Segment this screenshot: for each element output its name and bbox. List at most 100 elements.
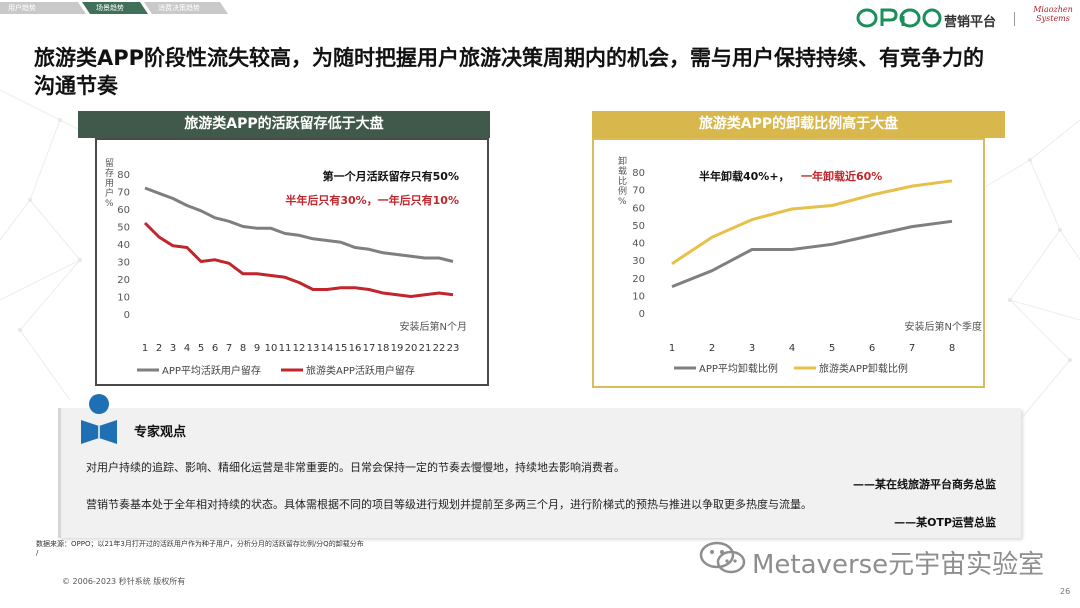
series-1-point (242, 225, 245, 228)
chart-annotation: 一年卸载近60% (801, 169, 882, 183)
data-source-note-tail: / (36, 549, 39, 557)
x-tick-label: 11 (279, 343, 292, 354)
series-2-point (172, 244, 175, 247)
series-2-point (382, 292, 385, 295)
x-tick-label: 5 (198, 343, 204, 354)
y-tick-label: 60 (632, 203, 645, 214)
series-2-point (911, 185, 914, 188)
chart-annotation: 第一个月活跃留存只有50% (323, 169, 459, 183)
oppo-logo-mark (856, 8, 942, 28)
y-axis-label: 留存用户% (105, 157, 114, 209)
x-tick-label: 1 (669, 343, 675, 354)
series-1-point (354, 246, 357, 249)
series-2-point (144, 222, 147, 225)
x-tick-label: 4 (789, 343, 795, 354)
series-2-point (270, 274, 273, 277)
series-2-point (312, 288, 315, 291)
series-2-point (791, 208, 794, 211)
legend-label: APP平均活跃用户留存 (162, 364, 261, 377)
y-tick-label: 20 (117, 275, 130, 286)
y-axis-label: 卸载比例% (618, 155, 627, 207)
copyright: © 2006-2023 秒针系统 版权所有 (62, 577, 186, 586)
series-2-point (368, 288, 371, 291)
y-tick-label: 40 (632, 239, 645, 250)
series-1-point (438, 257, 441, 260)
x-tick-label: 12 (293, 343, 306, 354)
series-2-point (438, 292, 441, 295)
miaozhen-logo: Miaozhen Systems (1033, 5, 1073, 23)
x-tick-label: 2 (156, 343, 162, 354)
x-tick-label: 21 (419, 343, 432, 354)
expert-quote-2: 营销节奏基本处于全年相对持续的状态。具体需根据不同的项目等级进行规划并提前至多两… (86, 498, 812, 511)
series-2-point (284, 276, 287, 279)
oppo-logo (856, 7, 942, 35)
series-2-point (200, 260, 203, 263)
series-1-point (671, 285, 674, 288)
series-1-point (186, 204, 189, 207)
x-tick-label: 5 (829, 343, 835, 354)
x-tick-label: 6 (869, 343, 875, 354)
series-1-point (410, 255, 413, 258)
series-2-point (256, 272, 259, 275)
expert-source-2: ——某OTP运营总监 (894, 516, 996, 529)
series-2-point (951, 179, 954, 182)
y-tick-label: 60 (117, 205, 130, 216)
series-2-point (158, 236, 161, 239)
y-tick-label: 20 (632, 274, 645, 285)
x-tick-label: 17 (363, 343, 376, 354)
series-line-2 (143, 221, 454, 298)
tab-scene-trend[interactable]: 场景趋势 (82, 2, 148, 14)
legend-label: 旅游类APP卸载比例 (819, 362, 908, 375)
y-tick-label: 70 (632, 186, 645, 197)
y-tick-label: 80 (632, 168, 645, 179)
series-1-point (172, 197, 175, 200)
legend-label: APP平均卸载比例 (699, 362, 778, 375)
x-tick-label: 19 (391, 343, 404, 354)
y-tick-label: 50 (117, 223, 130, 234)
x-tick-label: 1 (142, 343, 148, 354)
series-1-point (312, 237, 315, 240)
x-tick-label: 10 (265, 343, 278, 354)
series-1-point (951, 220, 954, 223)
y-tick-label: 40 (117, 240, 130, 251)
wechat-icon (698, 540, 748, 580)
series-1-point (214, 216, 217, 219)
x-tick-label: 7 (909, 343, 915, 354)
tab-user-trend[interactable]: 用户趋势 (0, 2, 86, 14)
y-tick-label: 30 (117, 258, 130, 269)
series-1-point (256, 227, 259, 230)
chart-annotation: 半年后只有30%，一年后只有10% (285, 193, 459, 207)
x-tick-label: 22 (433, 343, 446, 354)
expert-quote-1: 对用户持续的追踪、影响、精细化运营是非常重要的。日常会保持一定的节奏去慢慢地，持… (86, 461, 625, 474)
series-1-point (751, 248, 754, 251)
x-tick-label: 20 (405, 343, 418, 354)
series-2-point (671, 262, 674, 265)
series-1-point (396, 253, 399, 256)
series-2-point (214, 258, 217, 261)
tab-decision-trend[interactable]: 消费决策趋势 (144, 2, 228, 14)
series-line-1 (144, 186, 454, 263)
left-chart-panel (95, 138, 489, 386)
x-axis-label: 安装后第N个季度 (905, 320, 982, 333)
series-1-point (871, 234, 874, 237)
series-1-point (382, 251, 385, 254)
x-tick-label: 7 (226, 343, 232, 354)
series-1-point (711, 269, 714, 272)
series-2-point (751, 218, 754, 221)
series-1-point (452, 260, 455, 263)
x-tick-label: 6 (212, 343, 218, 354)
x-tick-label: 16 (349, 343, 362, 354)
series-2-point (326, 288, 329, 291)
series-1-point (270, 227, 273, 230)
series-1-point (424, 257, 427, 260)
data-source-note: 数据来源：OPPO；以21年3月打开过的活跃用户作为种子用户，分析分月的活跃留存… (36, 540, 364, 548)
series-1-point (326, 239, 329, 242)
y-tick-label: 10 (117, 293, 130, 304)
x-tick-label: 13 (307, 343, 320, 354)
series-2-point (871, 193, 874, 196)
series-2-point (410, 295, 413, 298)
y-tick-label: 0 (639, 309, 645, 320)
chart-annotation: 半年卸载40%+， (699, 169, 790, 183)
x-tick-label: 2 (709, 343, 715, 354)
series-2-point (298, 281, 301, 284)
